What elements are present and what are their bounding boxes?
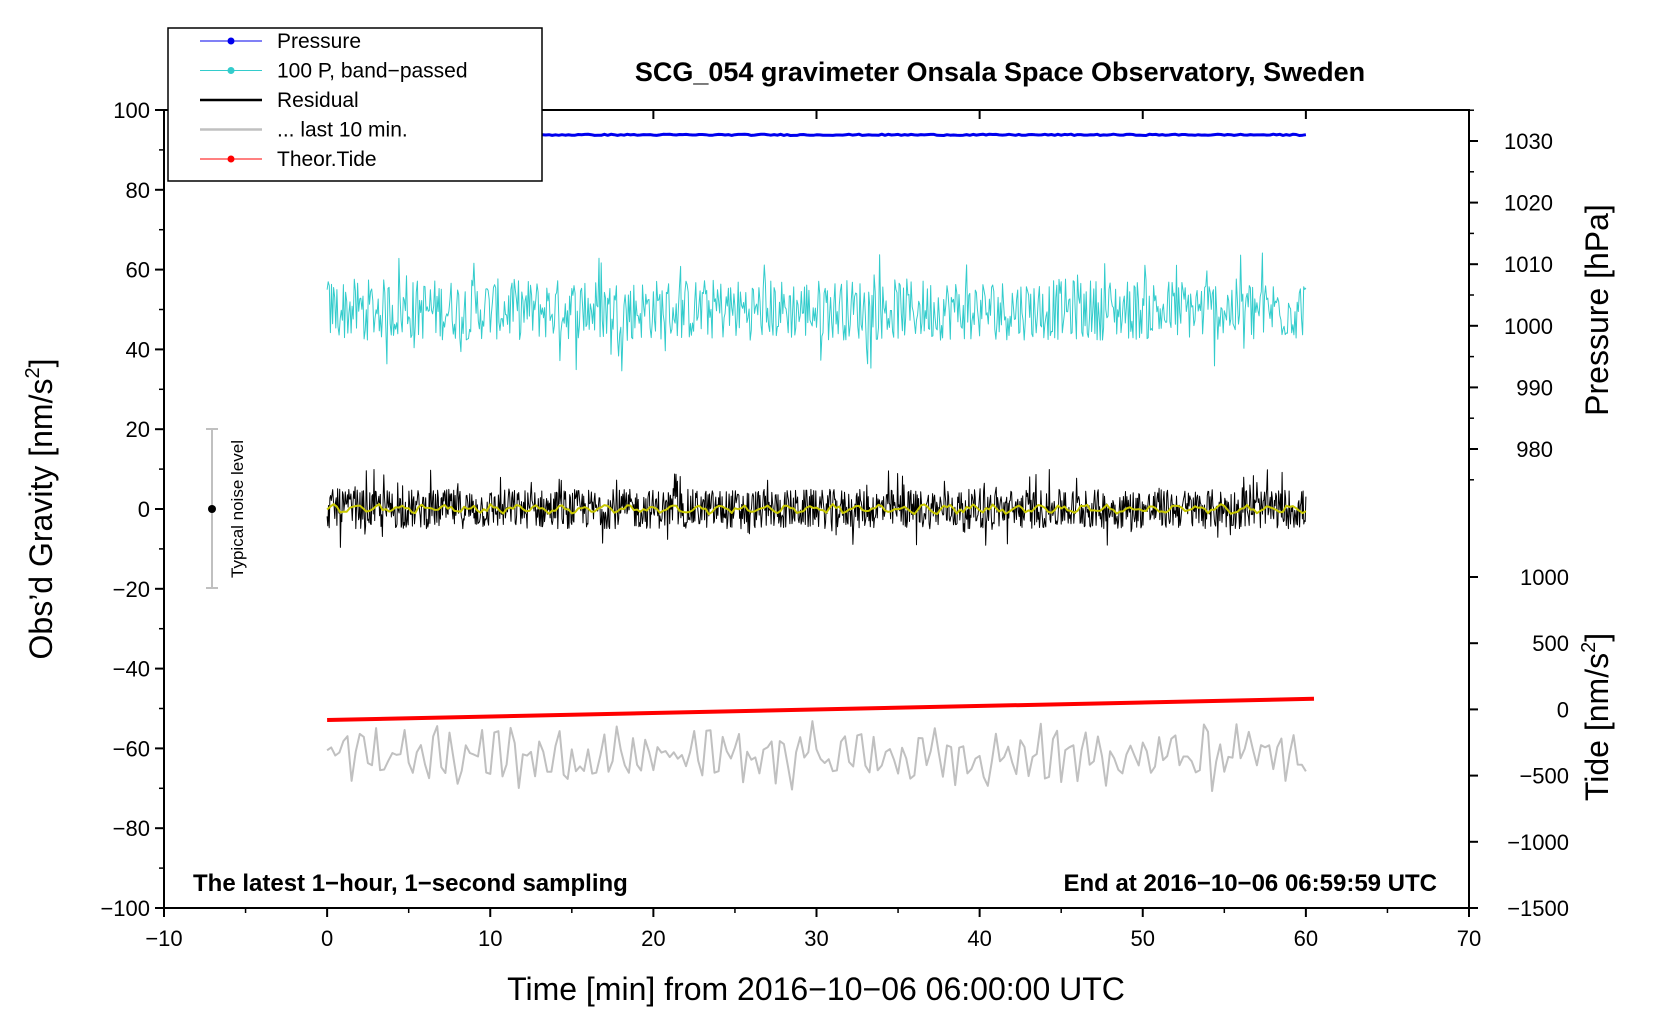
tide-tick-label: 1000 [1520, 565, 1569, 590]
y-left-tick-label: −100 [100, 896, 150, 921]
x-tick-label: 60 [1294, 926, 1318, 951]
x-tick-label: 40 [967, 926, 991, 951]
x-tick-label: 70 [1457, 926, 1481, 951]
legend-marker [227, 37, 235, 45]
tide-tick-label: −1000 [1507, 830, 1569, 855]
pressure-axis-label: Pressure [hPa] [1579, 204, 1615, 416]
annotation-right: End at 2016−10−06 06:59:59 UTC [1063, 870, 1437, 897]
y-left-tick-label: −80 [113, 816, 150, 841]
tide-axis-label: Tide [nm/s2] [1578, 633, 1615, 801]
legend-label: Pressure [277, 30, 361, 53]
y-left-axis-ticks: 100 80 60 40 20 0 −20 −40 −60 −80 −100 [100, 98, 164, 921]
legend-label: ... last 10 min. [277, 119, 408, 142]
y-left-tick-label: 80 [126, 178, 150, 203]
y-left-tick-label: 60 [126, 258, 150, 283]
tide-tick-label: 500 [1532, 631, 1569, 656]
y-left-tick-label: 100 [113, 98, 150, 123]
noise-bar-dot [208, 505, 216, 513]
legend-label: Residual [277, 89, 359, 112]
pressure-tick-label: 1030 [1504, 129, 1553, 154]
series-last-10-min-line [326, 720, 1307, 792]
x-tick-label: 0 [321, 926, 333, 951]
annotation-left: The latest 1−hour, 1−second sampling [193, 870, 628, 897]
legend-box [167, 27, 543, 182]
series-theor-tide-line [327, 696, 1315, 722]
y-left-label-superscript: 2 [22, 367, 44, 378]
pressure-tick-label: 1010 [1504, 252, 1553, 277]
pressure-tick-label: 980 [1516, 437, 1553, 462]
x-axis-ticks: −10 0 10 20 30 40 50 60 70 [145, 110, 1481, 951]
pressure-tick-label: 1000 [1504, 314, 1553, 339]
pressure-axis-ticks: 1030 1020 1010 1000 990 980 [1469, 109, 1553, 481]
series-band-passed-pressure-line [326, 252, 1307, 372]
y-left-axis-label: Obs’d Gravity [nm/s2] [22, 359, 59, 660]
x-tick-label: −10 [145, 926, 182, 951]
y-left-tick-label: −40 [113, 657, 150, 682]
chart-title: SCG_054 gravimeter Onsala Space Observat… [635, 57, 1365, 87]
legend-label: 100 P, band−passed [277, 60, 468, 83]
y-left-tick-label: −60 [113, 736, 150, 761]
y-left-tick-label: 20 [126, 417, 150, 442]
x-tick-label: 50 [1131, 926, 1155, 951]
y-left-tick-label: 0 [138, 497, 150, 522]
tide-tick-label: −500 [1519, 764, 1569, 789]
y-left-tick-label: 40 [126, 337, 150, 362]
tide-tick-label: −1500 [1507, 896, 1569, 921]
pressure-tick-label: 990 [1516, 375, 1553, 400]
x-tick-label: 10 [478, 926, 502, 951]
series-residual-line [326, 469, 1307, 548]
tide-axis-ticks: 1000 500 0 −500 −1000 −1500 [1469, 565, 1569, 921]
legend-marker [227, 155, 235, 163]
x-tick-label: 20 [641, 926, 665, 951]
legend: Pressure 100 P, band−passed Residual ... la… [167, 27, 543, 182]
x-axis-label: Time [min] from 2016−10−06 06:00:00 UTC [507, 971, 1125, 1007]
noise-bar-label: Typical noise level [228, 440, 247, 578]
noise-level-indicator: Typical noise level [206, 428, 247, 589]
tide-label-superscript: 2 [1578, 642, 1600, 653]
series-layer [326, 132, 1315, 792]
x-tick-label: 30 [804, 926, 828, 951]
legend-marker [227, 67, 235, 74]
y-left-tick-label: −20 [113, 577, 150, 602]
tide-tick-label: 0 [1557, 697, 1569, 722]
pressure-tick-label: 1020 [1504, 191, 1553, 216]
legend-label: Theor.Tide [277, 148, 377, 171]
series-smoothed-residual-line [326, 503, 1307, 516]
